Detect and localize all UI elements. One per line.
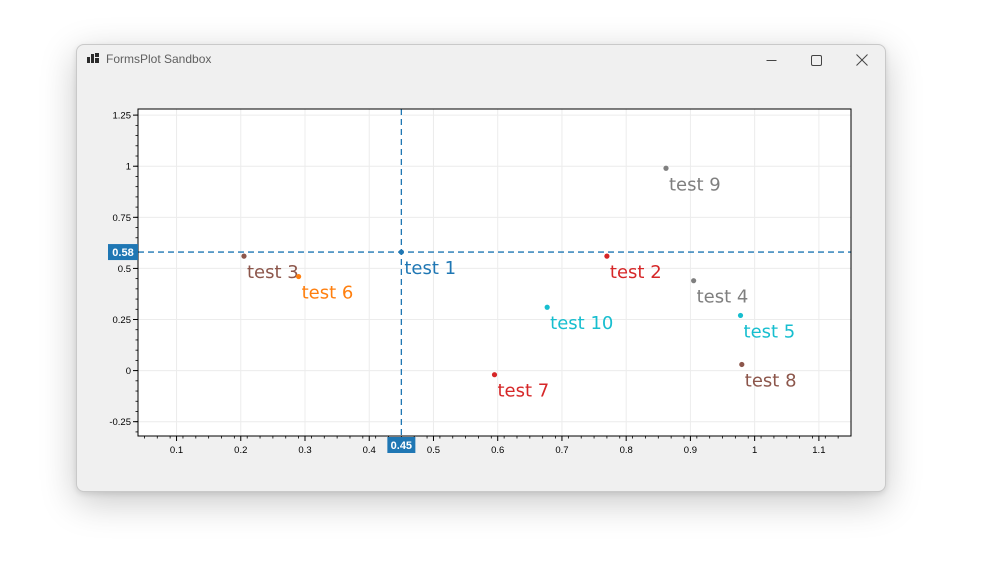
minimize-button[interactable] bbox=[748, 45, 794, 75]
point-label: test 7 bbox=[498, 381, 550, 402]
maximize-button[interactable] bbox=[793, 45, 839, 75]
x-tick-label: 0.5 bbox=[427, 445, 440, 456]
point-label: test 3 bbox=[247, 262, 299, 283]
x-tick-label: 0.7 bbox=[555, 445, 568, 456]
close-icon bbox=[856, 54, 868, 66]
crosshair-y-label-bg bbox=[108, 244, 138, 261]
x-tick-label: 0.3 bbox=[298, 445, 311, 456]
y-tick-label: 1 bbox=[126, 162, 131, 173]
crosshair-y-label: 0.58 bbox=[112, 247, 133, 259]
x-tick-label: 1 bbox=[752, 445, 757, 456]
plot-area bbox=[138, 109, 851, 436]
scatter-point bbox=[663, 165, 669, 171]
point-label: test 2 bbox=[610, 262, 662, 283]
close-button[interactable] bbox=[839, 45, 885, 75]
maximize-icon bbox=[810, 54, 822, 66]
scatter-point bbox=[544, 304, 550, 310]
y-tick-label: 0 bbox=[126, 366, 131, 377]
scatter-point bbox=[739, 361, 745, 368]
y-tick-label: 0.25 bbox=[113, 315, 132, 326]
plot-frame bbox=[137, 108, 852, 437]
point-label: test 9 bbox=[669, 174, 721, 195]
scatter-point bbox=[737, 312, 744, 319]
x-tick-label: 0.2 bbox=[234, 445, 247, 456]
scatter-point bbox=[241, 253, 247, 259]
scatter-plot[interactable]: test 1 test 2 test 3 test 4 test 5 test 6 test… bbox=[77, 45, 885, 491]
point-label: test 1 bbox=[404, 258, 456, 279]
minimize-icon bbox=[766, 59, 776, 61]
point-label: test 5 bbox=[744, 321, 796, 342]
app-icon bbox=[87, 53, 99, 63]
window-title: FormsPlot Sandbox bbox=[106, 52, 212, 66]
scatter-point bbox=[691, 278, 697, 284]
point-label: test 10 bbox=[550, 313, 613, 334]
x-tick-label: 1.1 bbox=[812, 445, 825, 456]
title-bar[interactable]: FormsPlot Sandbox bbox=[77, 45, 885, 75]
scatter-point bbox=[604, 253, 610, 259]
point-label: test 8 bbox=[745, 370, 797, 391]
x-tick-label: 0.8 bbox=[620, 445, 633, 456]
scatter-point bbox=[295, 273, 302, 280]
y-tick-label: 0.75 bbox=[113, 213, 132, 224]
y-tick-label: -0.25 bbox=[109, 417, 131, 428]
crosshair-x-label-bg bbox=[387, 437, 416, 453]
point-label: test 4 bbox=[697, 287, 749, 308]
x-tick-label: 0.6 bbox=[491, 445, 504, 456]
x-tick-label: 0.9 bbox=[684, 445, 697, 456]
scatter-point bbox=[491, 372, 498, 378]
app-window: FormsPlot Sandbox test 1 test 2 test 3 test… bbox=[76, 44, 886, 492]
crosshair-x-label: 0.45 bbox=[391, 440, 412, 452]
point-label: test 6 bbox=[302, 283, 354, 304]
x-tick-label: 0.1 bbox=[170, 445, 183, 456]
x-tick-label: 0.4 bbox=[363, 445, 376, 456]
scatter-point bbox=[398, 249, 404, 255]
y-tick-label: 1.25 bbox=[113, 111, 132, 122]
y-tick-label: 0.5 bbox=[118, 264, 131, 275]
